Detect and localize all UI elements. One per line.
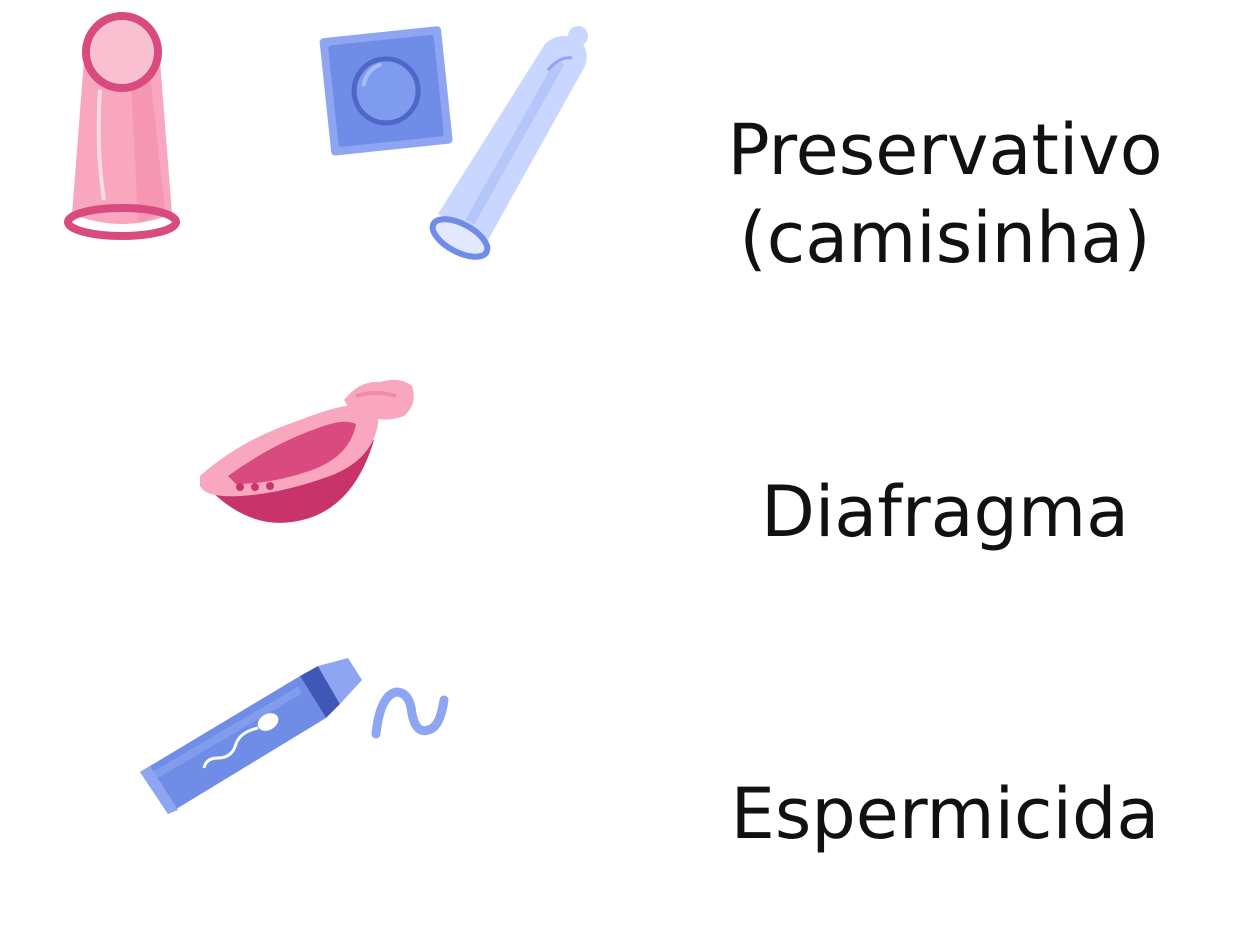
spermicide-tube-icon: [140, 658, 362, 814]
row-espermicida: Espermicida: [0, 600, 1242, 932]
label-diafragma-line-1: Diafragma: [760, 471, 1130, 554]
condom-wrapper-icon: [319, 26, 453, 156]
diaphragm-illustration: [200, 379, 414, 523]
label-espermicida: Espermicida: [680, 770, 1210, 858]
spermicide-squiggle-icon: [371, 687, 449, 739]
female-condom-icon: [64, 12, 180, 240]
label-preservativo: Preservativo (camisinha): [680, 106, 1210, 282]
row-preservativo: Preservativo (camisinha): [0, 0, 1242, 300]
spermicide-illustration: [140, 658, 449, 814]
label-preservativo-line-2: (camisinha): [739, 197, 1151, 280]
label-preservativo-line-1: Preservativo: [727, 109, 1163, 192]
row-diafragma: Diafragma: [0, 300, 1242, 600]
male-condom-icon: [429, 26, 588, 260]
condom-illustrations: [64, 12, 588, 260]
label-espermicida-line-1: Espermicida: [730, 773, 1160, 856]
label-diafragma: Diafragma: [680, 468, 1210, 556]
diaphragm-icon: [200, 379, 414, 523]
